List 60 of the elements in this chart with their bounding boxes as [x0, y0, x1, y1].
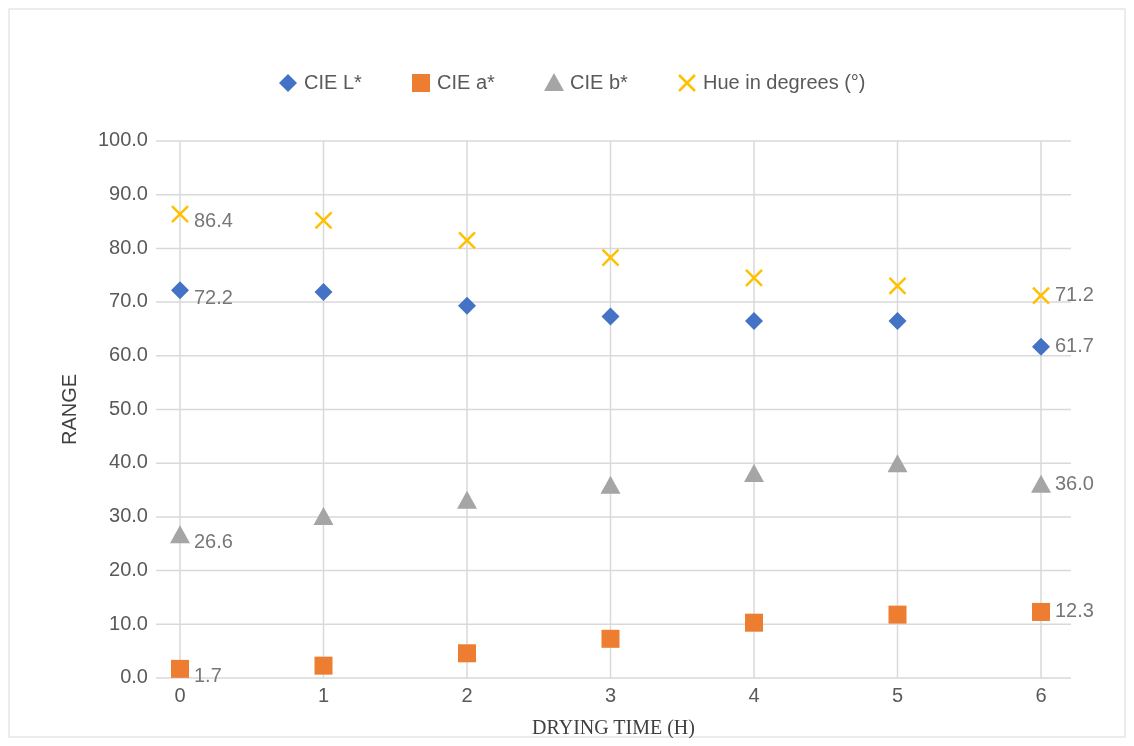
point [1032, 602, 1050, 621]
point [457, 490, 477, 509]
x-tick-label: 6 [1035, 684, 1047, 706]
y-tick-label: 80.0 [109, 235, 148, 258]
x-tick-label: 4 [748, 684, 760, 706]
data-label: 61.7 [1055, 333, 1094, 356]
y-tick-label: 20.0 [109, 557, 148, 580]
y-tick-label: 0.0 [120, 665, 148, 688]
point [1031, 286, 1051, 305]
data-label: 71.2 [1055, 282, 1094, 305]
x-tick-label: 5 [891, 684, 904, 706]
point [458, 644, 476, 663]
point [744, 268, 764, 288]
point [888, 605, 907, 624]
point [600, 475, 621, 494]
point [313, 506, 334, 525]
y-tick-label: 30.0 [109, 504, 148, 527]
y-tick-label: 40.0 [109, 450, 148, 473]
x-tick-label: 1 [317, 684, 330, 706]
y-tick-label: 50.0 [109, 396, 148, 419]
data-label: 36.0 [1055, 471, 1094, 494]
legend-label: CIE b* [570, 71, 629, 94]
data-label: 1.7 [194, 664, 222, 687]
point [1031, 474, 1051, 493]
data-label: 86.4 [194, 209, 233, 232]
y-tick-label: 10.0 [109, 611, 148, 634]
y-axis-title: RANGE [58, 373, 80, 446]
legend-label: CIE a* [437, 71, 496, 94]
point [314, 211, 333, 230]
x-axis-title: DRYING TIME (H) [532, 716, 695, 739]
y-tick-label: 90.0 [109, 181, 148, 204]
point [314, 656, 333, 675]
y-tick-label: 100.0 [97, 128, 148, 151]
point [601, 248, 620, 267]
point [744, 463, 764, 482]
point [314, 282, 333, 301]
data-label: 72.2 [194, 285, 233, 308]
point [170, 525, 190, 544]
data-label: 12.3 [1055, 599, 1094, 622]
point [601, 307, 620, 326]
data-label: 26.6 [194, 530, 233, 553]
point [458, 296, 476, 315]
x-tick-label: 2 [461, 684, 473, 706]
y-tick-label: 70.0 [109, 289, 148, 312]
point [887, 454, 908, 473]
point [745, 311, 763, 330]
point [1032, 337, 1050, 356]
point [170, 204, 190, 224]
point [601, 629, 620, 648]
point [171, 281, 189, 300]
point [745, 613, 763, 632]
point [457, 231, 477, 250]
legend-label: CIE L* [304, 71, 363, 94]
x-tick-label: 0 [174, 684, 186, 706]
legend-label: Hue in degrees (°) [703, 71, 866, 94]
point [888, 276, 907, 296]
point [171, 659, 189, 678]
point [888, 311, 907, 330]
y-tick-label: 60.0 [109, 343, 148, 366]
x-tick-label: 3 [604, 684, 617, 706]
